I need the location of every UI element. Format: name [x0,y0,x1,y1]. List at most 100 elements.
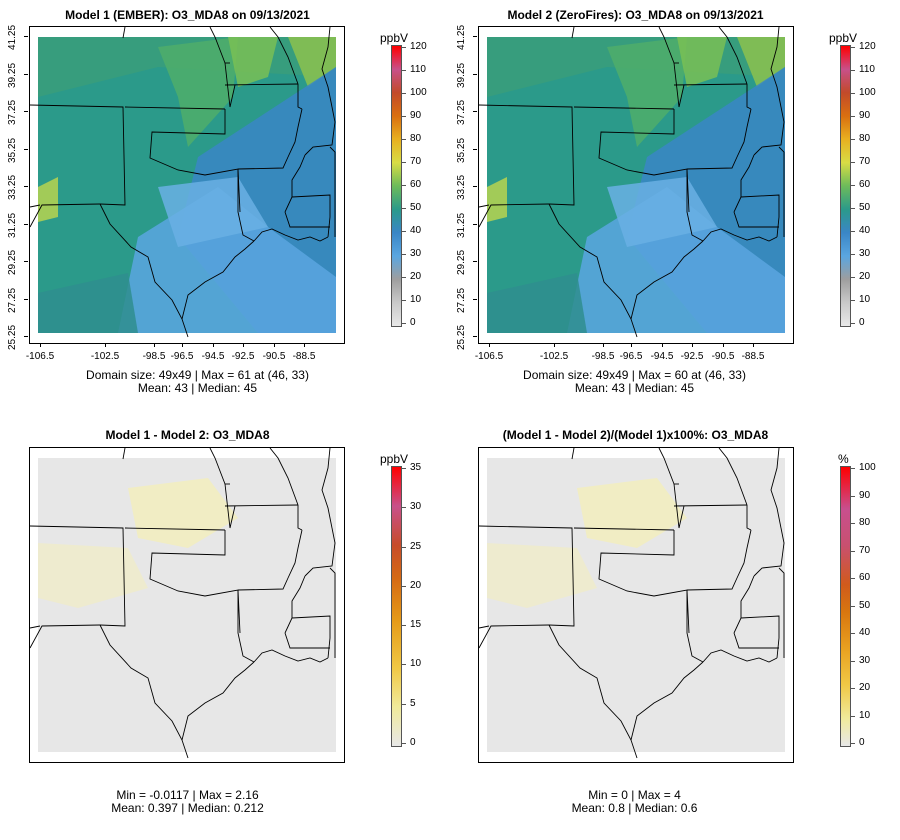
colorbar-tick [402,254,406,255]
lon-tick-mark [753,343,754,347]
stats-line-1: Domain size: 49x49 | Max = 61 at (46, 33… [86,368,309,382]
colorbar-label: 30 [410,501,422,513]
colorbar-tick [402,664,406,666]
lat-tick-label: 39.25 [456,62,467,88]
state-border [269,27,299,85]
concentration-region [607,37,687,147]
state-border [122,27,126,39]
state-border [237,590,255,663]
colorbar-tick [851,300,855,301]
state-border [209,27,226,64]
lon-tick-mark [274,343,275,347]
colorbar-label: 20 [859,271,871,282]
colorbar-tick [851,523,855,524]
colorbar-label: 0 [859,737,865,748]
difference-region [487,543,597,608]
state-border [778,567,785,658]
lon-tick-mark [182,343,183,347]
state-border [658,448,675,485]
percent-difference-map [479,448,793,762]
stats-line-2: Mean: 43 | Median: 45 [574,381,695,395]
concentration-region [228,37,278,87]
lat-tick-label: 27.25 [456,287,467,313]
colorbar-tick [402,70,406,71]
state-border [253,649,329,663]
colorbar-label: 40 [410,225,422,236]
state-border [321,448,333,529]
colorbar-tick [402,743,406,744]
map-frame [29,26,345,344]
state-border [479,104,575,206]
colorbar-tick [402,162,406,163]
concentration-region [38,273,138,333]
state-border [224,83,299,86]
state-border [30,624,101,649]
state-border [329,567,336,658]
lon-tick-label: -92.5 [231,351,255,362]
colorbar-label: 20 [410,271,422,282]
colorbar-tick [851,47,855,48]
stats-line-1: Min = 0 | Max = 4 [588,788,681,802]
colorbar-tick [851,578,855,579]
lat-tick-label: 39.25 [7,62,18,88]
lon-tick-mark [603,343,604,347]
lon-tick-mark [304,343,305,347]
colorbar-gradient [391,466,402,747]
lat-tick-mark [473,336,477,337]
state-border [746,84,752,110]
colorbar-tick [402,185,406,186]
colorbar-label: 90 [410,110,422,121]
colorbar-label: 35 [410,462,422,473]
state-border [30,204,41,208]
concentration-region [607,177,717,247]
lat-tick-mark [473,223,477,225]
colorbar-tick [402,231,406,232]
state-border [658,27,675,64]
colorbar-label: 90 [859,110,871,121]
state-border [149,530,241,634]
state-border [548,203,638,338]
colorbar-gradient [840,45,851,327]
lon-tick-mark [154,343,155,347]
state-border [181,240,255,320]
colorbar-label: 50 [859,599,871,611]
colorbar-tick [402,507,406,509]
colorbar-label: 10 [410,294,422,305]
colorbar-tick [402,208,406,209]
concentration-region [38,177,58,222]
lon-tick-mark [213,343,214,347]
colorbar-tick [851,185,855,186]
colorbar-label: 100 [859,462,876,473]
state-border [237,529,303,591]
colorbar-tick [402,116,406,117]
colorbar-label: 5 [410,697,416,709]
colorbar-label: 70 [410,156,422,167]
state-border [237,108,303,170]
lon-tick-label: -106.5 [25,351,55,362]
lat-tick-mark [473,73,477,75]
state-border [284,211,330,228]
lon-tick-label: -90.5 [711,351,735,362]
lon-tick-label: -92.5 [680,351,704,362]
colorbar-tick [851,323,855,324]
state-border [673,504,748,507]
state-border [479,624,550,649]
colorbar-tick [402,139,406,140]
state-border [686,529,752,591]
colorbar-label: 80 [859,517,871,528]
state-border [99,203,189,338]
colorbar-gradient [391,45,402,327]
state-border [718,448,748,506]
lat-tick-label: 25.25 [7,324,18,350]
panel-title: Model 1 - Model 2: O3_MDA8 [105,428,270,442]
state-border [718,27,748,85]
difference-region [577,478,687,548]
colorbar-label: 10 [410,658,422,670]
stats-line-2: Mean: 0.8 | Median: 0.6 [571,801,698,815]
state-border [573,106,675,110]
colorbar-label: 30 [859,654,871,666]
colorbar-label: 10 [859,709,871,721]
colorbar-label: 0 [410,317,416,328]
colorbar-label: 60 [859,572,871,583]
state-border [778,146,785,237]
